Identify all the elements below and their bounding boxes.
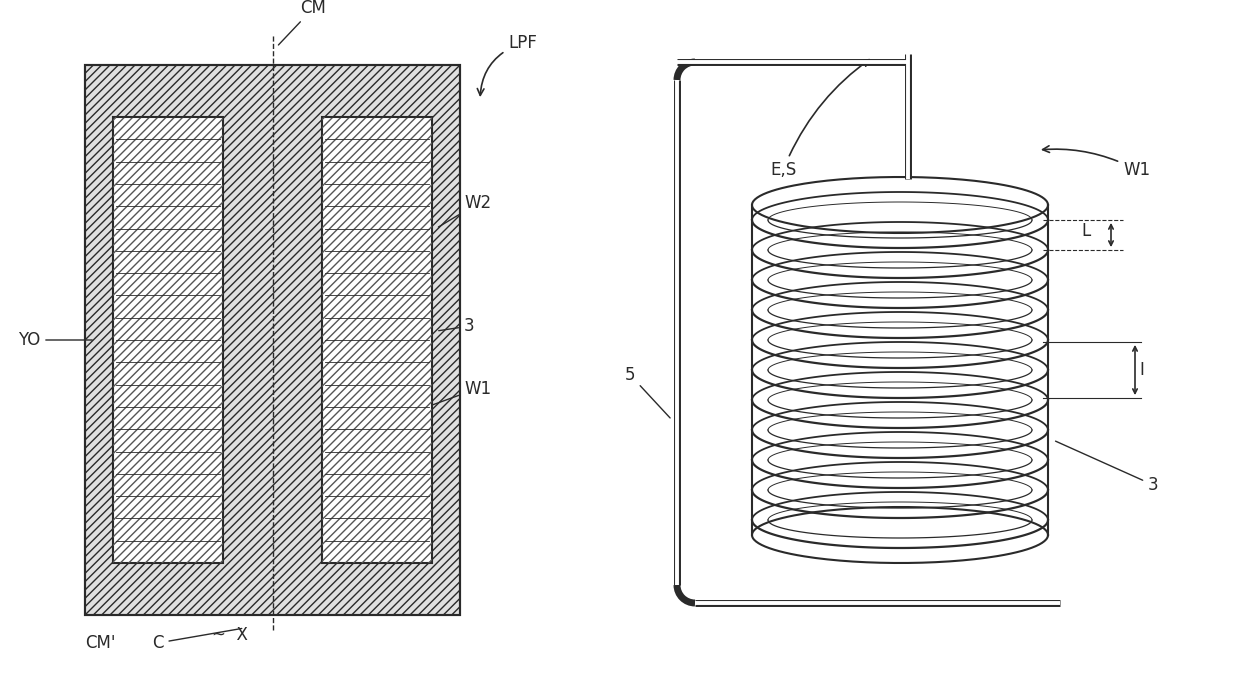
Bar [113, 117, 223, 563]
Bar [86, 65, 460, 615]
Text: W2: W2 [439, 194, 491, 227]
Bar [113, 117, 223, 563]
Text: CM': CM' [86, 634, 115, 652]
Bar [322, 117, 432, 563]
Text: C: C [153, 629, 242, 652]
Text: 5: 5 [625, 366, 670, 418]
Text: 3: 3 [1055, 441, 1158, 494]
Text: I: I [1140, 361, 1143, 379]
Bar [322, 117, 432, 563]
Text: ~  X: ~ X [212, 626, 248, 644]
Text: LPF: LPF [477, 34, 537, 95]
Text: 3: 3 [439, 317, 475, 335]
Bar [86, 65, 460, 615]
Text: E,S: E,S [770, 60, 869, 179]
Text: W1: W1 [429, 379, 491, 406]
Text: YO: YO [19, 331, 92, 349]
Text: W1: W1 [1043, 146, 1151, 179]
Text: L: L [1081, 222, 1090, 240]
Text: CM: CM [279, 0, 326, 45]
